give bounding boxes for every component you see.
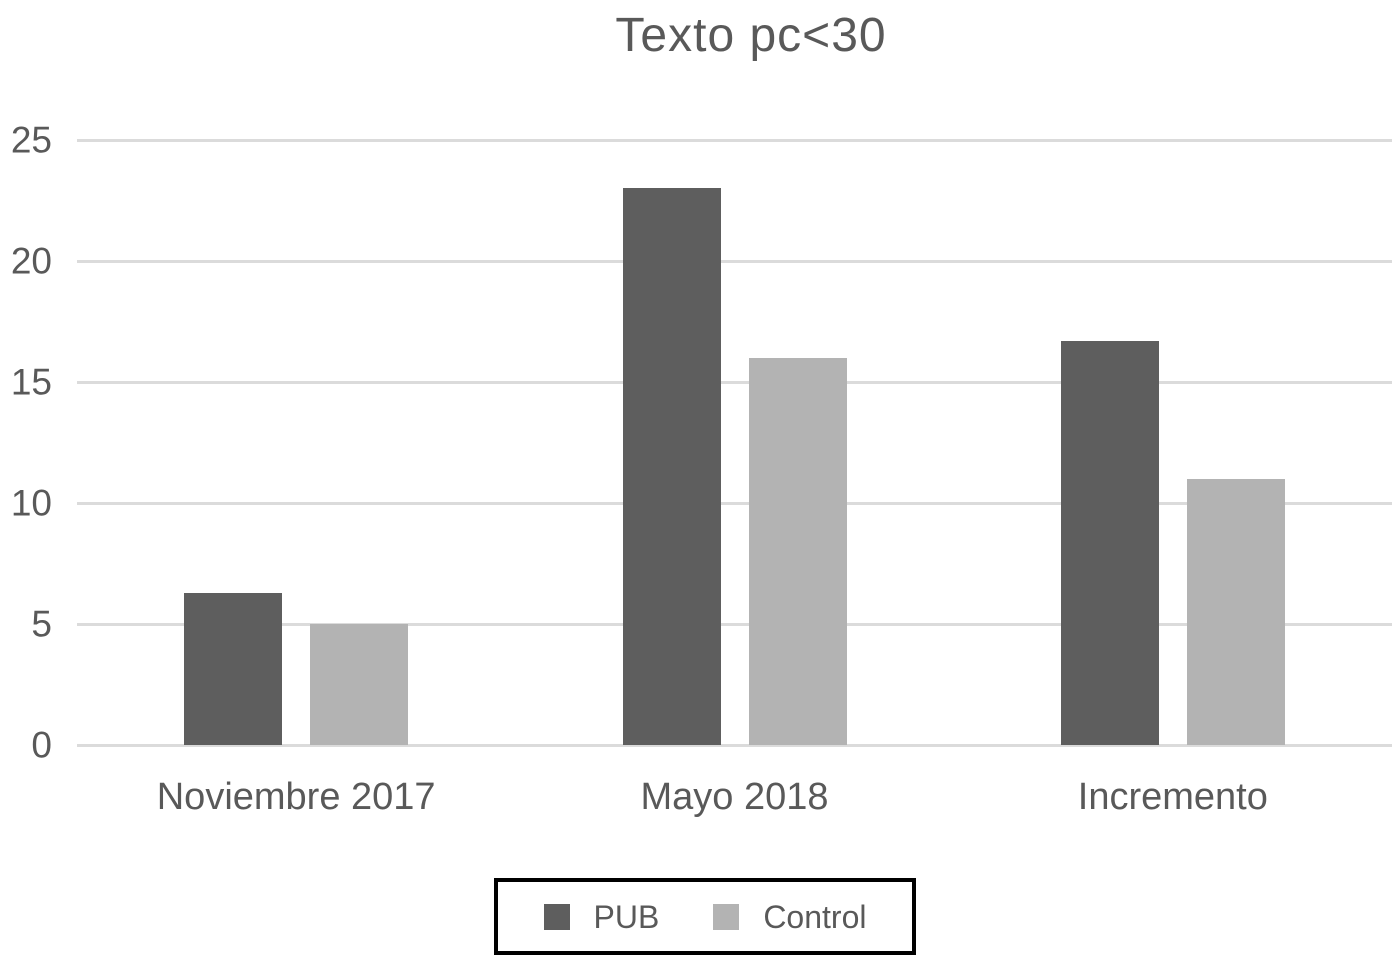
bar-group-2 xyxy=(1060,340,1285,745)
y-tick-label-25: 25 xyxy=(10,119,52,161)
x-category-label-0: Noviembre 2017 xyxy=(156,776,436,818)
legend-label-control: Control xyxy=(763,898,867,935)
bar-control-1 xyxy=(748,357,847,745)
y-tick-label-15: 15 xyxy=(10,361,52,403)
x-category-label-2: Incremento xyxy=(1077,776,1268,818)
legend-label-pub: PUB xyxy=(593,898,660,935)
gridline-y-0 xyxy=(77,743,1392,747)
legend-swatch-control xyxy=(713,903,740,930)
bar-pub-2 xyxy=(1060,340,1159,745)
bar-group-0 xyxy=(184,592,409,745)
gridline-y-10 xyxy=(77,501,1392,505)
bar-pub-0 xyxy=(184,592,283,745)
bar-control-0 xyxy=(310,624,409,745)
gridline-y-20 xyxy=(77,259,1392,263)
plot-area: Noviembre 2017 Mayo 2018 Incremento xyxy=(77,138,1392,816)
legend-item-pub: PUB xyxy=(543,898,660,935)
x-category-label-1: Mayo 2018 xyxy=(640,776,829,818)
gridline-y-15 xyxy=(77,380,1392,384)
bar-pub-1 xyxy=(622,188,721,745)
bar-control-2 xyxy=(1186,478,1285,745)
y-tick-label-20: 20 xyxy=(10,240,52,282)
legend: PUB Control xyxy=(494,878,916,955)
gridline-y-5 xyxy=(77,622,1392,626)
bar-group-1 xyxy=(622,188,847,745)
chart-title: Texto pc<30 xyxy=(615,9,887,62)
gridline-y-25 xyxy=(77,138,1392,142)
y-tick-label-0: 0 xyxy=(31,724,52,766)
legend-item-control: Control xyxy=(713,901,866,933)
y-tick-label-10: 10 xyxy=(10,482,52,524)
legend-swatch-pub xyxy=(543,903,570,930)
y-tick-label-5: 5 xyxy=(31,603,52,645)
